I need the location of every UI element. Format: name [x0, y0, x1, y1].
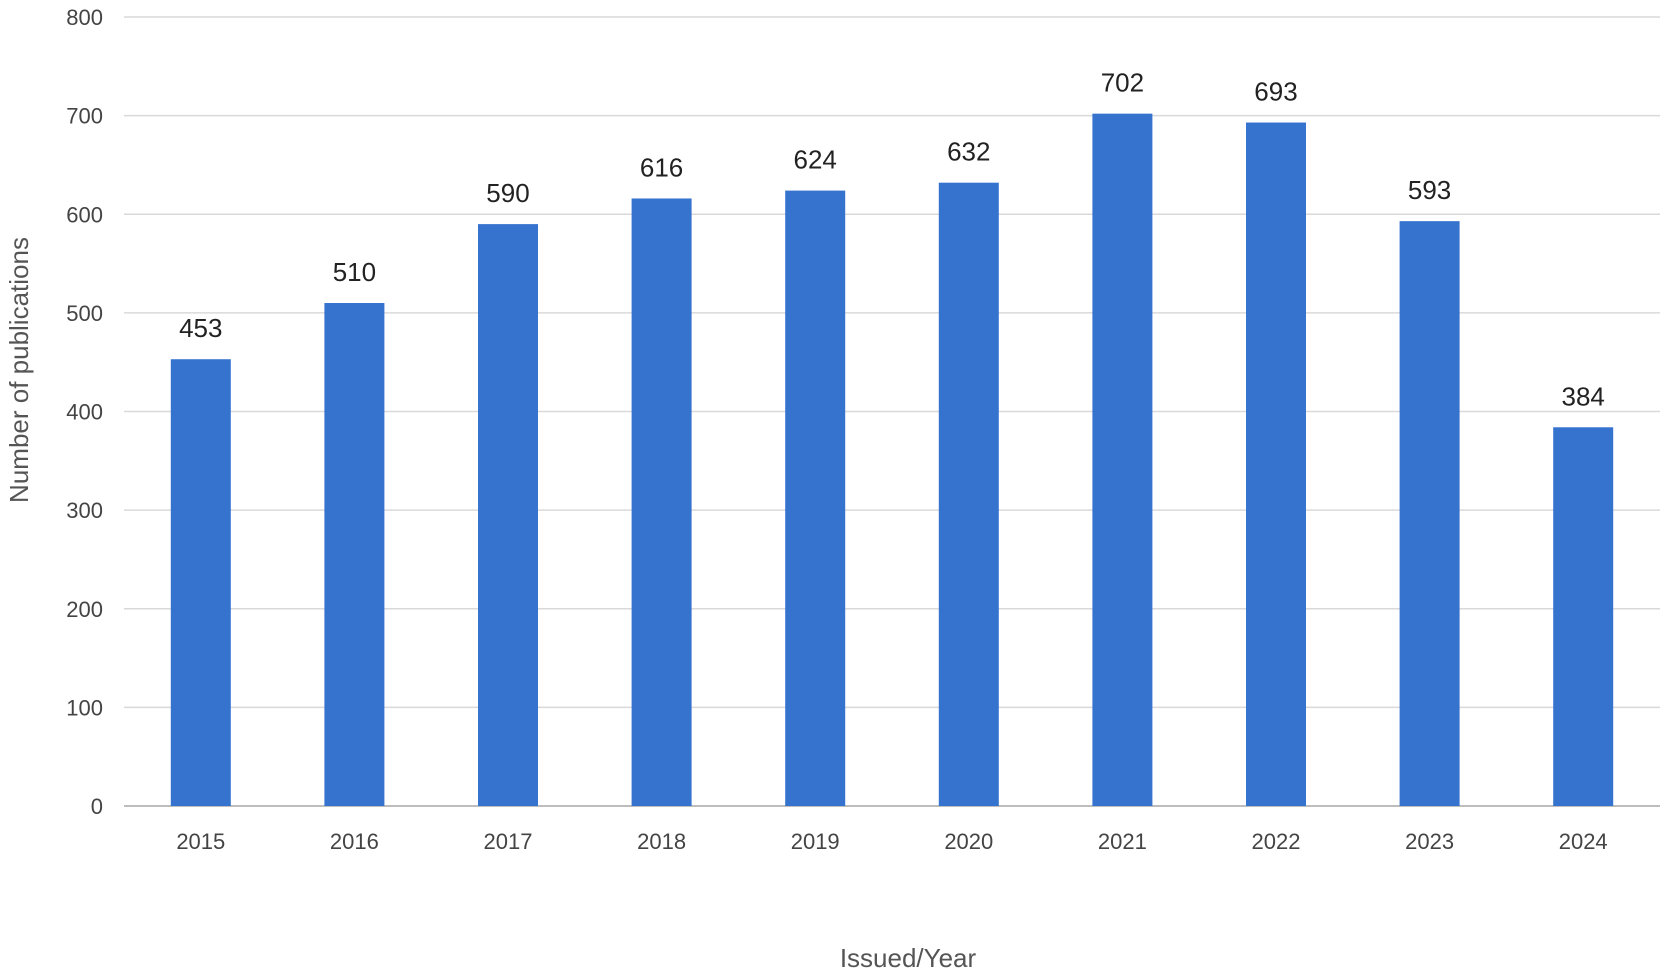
- data-label: 624: [794, 145, 837, 175]
- data-label: 702: [1101, 68, 1144, 98]
- x-tick-label: 2023: [1405, 829, 1454, 854]
- y-tick-label: 400: [66, 400, 103, 425]
- y-tick-label: 300: [66, 498, 103, 523]
- bar: [1246, 122, 1306, 806]
- x-axis-title: Issued/Year: [840, 943, 977, 973]
- x-axis-ticks: 2015 2016 2017 2018 2019 2020 2021 2022 2023 2024: [176, 829, 1607, 854]
- data-label: 453: [179, 313, 222, 343]
- x-tick-label: 2019: [791, 829, 840, 854]
- y-tick-label: 600: [66, 202, 103, 227]
- y-tick-label: 500: [66, 301, 103, 326]
- y-tick-label: 200: [66, 597, 103, 622]
- bar: [785, 190, 846, 806]
- data-labels: 453 510 590 616 624 632 702 693 593 384: [179, 68, 1605, 412]
- x-tick-label: 2018: [637, 829, 686, 854]
- data-label: 510: [333, 257, 376, 287]
- data-label: 693: [1254, 77, 1297, 107]
- y-tick-label: 100: [66, 695, 103, 720]
- bar: [1399, 221, 1460, 806]
- x-tick-label: 2024: [1559, 829, 1608, 854]
- x-tick-label: 2015: [176, 829, 225, 854]
- y-tick-label: 700: [66, 104, 103, 129]
- y-tick-label: 800: [66, 5, 103, 30]
- y-tick-label: 0: [91, 794, 103, 819]
- data-label: 593: [1408, 175, 1451, 205]
- data-label: 632: [947, 137, 990, 167]
- x-tick-label: 2020: [944, 829, 993, 854]
- data-label: 590: [486, 178, 529, 208]
- bar: [938, 182, 999, 806]
- bar: [324, 303, 385, 806]
- x-tick-label: 2016: [330, 829, 379, 854]
- data-label: 616: [640, 152, 683, 182]
- x-tick-label: 2017: [484, 829, 533, 854]
- bar: [1553, 427, 1614, 806]
- y-axis-title: Number of publications: [4, 237, 34, 503]
- bar: [631, 198, 692, 807]
- bar: [478, 224, 538, 807]
- bar: [170, 359, 231, 806]
- data-label: 384: [1562, 381, 1605, 411]
- x-tick-label: 2021: [1098, 829, 1147, 854]
- bar: [1092, 113, 1153, 807]
- y-axis-ticks: 0 100 200 300 400 500 600 700 800: [66, 5, 103, 819]
- bars: [170, 113, 1614, 807]
- x-tick-label: 2022: [1252, 829, 1301, 854]
